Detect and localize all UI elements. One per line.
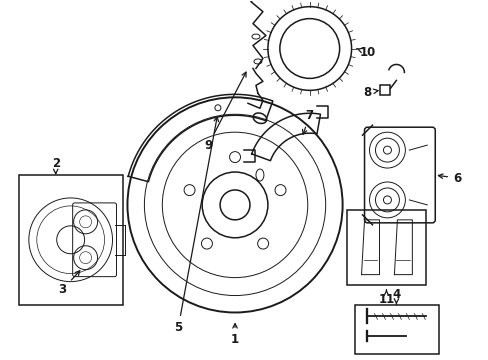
Text: 11: 11	[378, 290, 394, 306]
Bar	[346, 210, 426, 285]
Bar	[19, 175, 123, 305]
Text: 8: 8	[363, 86, 377, 99]
Text: 4: 4	[391, 288, 400, 304]
Bar	[380, 85, 389, 95]
Text: 3: 3	[59, 271, 80, 296]
Bar	[354, 305, 438, 354]
Text: 2: 2	[52, 157, 60, 174]
Text: 10: 10	[356, 46, 375, 59]
Text: 5: 5	[174, 117, 218, 334]
Text: 9: 9	[203, 72, 245, 152]
Text: 7: 7	[302, 109, 313, 134]
Text: 6: 6	[438, 171, 460, 185]
Text: 1: 1	[230, 324, 239, 346]
